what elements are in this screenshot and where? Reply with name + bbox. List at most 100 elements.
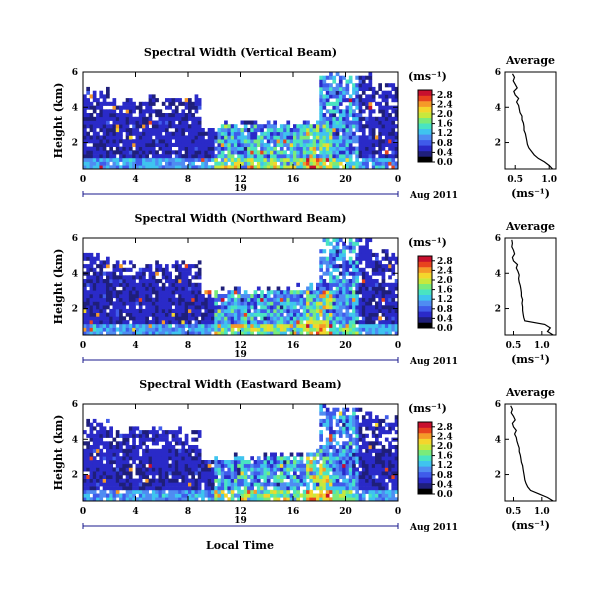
heatmap-cell xyxy=(171,101,176,106)
heatmap-cell xyxy=(138,467,143,472)
heatmap-cell xyxy=(197,98,202,103)
heatmap-cell xyxy=(358,135,363,140)
heatmap-cell xyxy=(165,290,169,295)
heatmap-cell xyxy=(122,150,127,155)
heatmap-cell xyxy=(345,415,350,420)
colorbar-swatch xyxy=(418,150,432,157)
heatmap-cell xyxy=(158,452,163,457)
heatmap-cell xyxy=(253,323,258,328)
heatmap-cell xyxy=(158,478,163,483)
heatmap-cell xyxy=(299,331,304,336)
heatmap-cell xyxy=(270,460,274,465)
heatmap-cell xyxy=(243,316,248,321)
heatmap-cell xyxy=(122,441,127,446)
heatmap-cell xyxy=(319,301,323,306)
heatmap-cell xyxy=(263,154,268,159)
heatmap-cell xyxy=(348,452,353,457)
heatmap-cell xyxy=(312,305,317,310)
heatmap-cell xyxy=(181,471,186,476)
heatmap-cell xyxy=(204,467,209,472)
heatmap-cell xyxy=(388,146,392,151)
heatmap-cell xyxy=(375,486,379,491)
heatmap-cell xyxy=(188,448,192,453)
heatmap-cell xyxy=(378,157,382,162)
heatmap-cell xyxy=(96,308,100,313)
heatmap-cell xyxy=(286,120,291,125)
heatmap-cell xyxy=(171,437,176,442)
heatmap-cell xyxy=(276,456,281,461)
heatmap-cell xyxy=(188,316,192,321)
heatmap-cell xyxy=(240,131,245,136)
heatmap-cell xyxy=(217,316,222,321)
heatmap-cell xyxy=(325,154,330,159)
heatmap-cell xyxy=(125,109,130,114)
heatmap-cell xyxy=(345,460,350,465)
heatmap-cell xyxy=(361,256,366,261)
heatmap-cell xyxy=(375,448,379,453)
heatmap-cell xyxy=(109,294,113,299)
heatmap-cell xyxy=(381,327,386,332)
heatmap-cell xyxy=(345,294,350,299)
heatmap-cell xyxy=(319,312,323,317)
heatmap-cell xyxy=(214,327,218,332)
heatmap-cell xyxy=(115,493,120,498)
heatmap-cell xyxy=(250,120,254,125)
heatmap-cell xyxy=(125,286,130,291)
heatmap-cell xyxy=(184,124,189,129)
heatmap-cell xyxy=(191,282,195,287)
heatmap-cell xyxy=(158,290,163,295)
heatmap-cell xyxy=(368,474,373,479)
heatmap-cell xyxy=(299,150,304,155)
heatmap-cell xyxy=(161,294,166,299)
heatmap-cell xyxy=(171,282,176,287)
heatmap-cell xyxy=(365,448,369,453)
heatmap-cell xyxy=(197,327,202,332)
heatmap-cell xyxy=(112,452,117,457)
heatmap-cell xyxy=(86,86,90,91)
heatmap-cell xyxy=(168,456,172,461)
heatmap-cell xyxy=(352,245,356,250)
heatmap-cell xyxy=(253,154,258,159)
heatmap-cell xyxy=(273,150,277,155)
heatmap-cell xyxy=(89,312,94,317)
heatmap-cell xyxy=(371,267,376,272)
heatmap-cell xyxy=(253,290,258,295)
heatmap-cell xyxy=(355,460,359,465)
heatmap-cell xyxy=(384,486,389,491)
heatmap-cell xyxy=(191,482,195,487)
heatmap-cell xyxy=(358,308,363,313)
heatmap-cell xyxy=(119,305,123,310)
heatmap-cell xyxy=(378,471,382,476)
heatmap-cell xyxy=(316,312,320,317)
heatmap-cell xyxy=(224,154,228,159)
heatmap-cell xyxy=(148,157,153,162)
heatmap-cell xyxy=(358,452,363,457)
heatmap-cell xyxy=(106,320,110,325)
heatmap-cell xyxy=(332,275,337,280)
heatmap-cell xyxy=(122,157,127,162)
heatmap-cell xyxy=(378,282,382,287)
heatmap-cell xyxy=(384,482,389,487)
heatmap-cell xyxy=(391,474,396,479)
heatmap-cell xyxy=(204,150,209,155)
heatmap-cell xyxy=(220,323,225,328)
heatmap-cell xyxy=(378,150,382,155)
heatmap-cell xyxy=(381,331,386,336)
heatmap-cell xyxy=(138,430,143,435)
heatmap-cell xyxy=(319,418,323,423)
heatmap-cell xyxy=(361,109,366,114)
heatmap-cell xyxy=(211,320,215,325)
heatmap-cell xyxy=(348,142,353,147)
heatmap-cell xyxy=(92,142,97,147)
heatmap-cell xyxy=(230,316,235,321)
heatmap-cell xyxy=(388,131,392,136)
heatmap-cell xyxy=(148,142,153,147)
heatmap-cell xyxy=(365,135,369,140)
heatmap-cell xyxy=(119,433,123,438)
heatmap-cell xyxy=(92,154,97,159)
heatmap-cell xyxy=(83,331,87,336)
heatmap-cell xyxy=(168,482,172,487)
heatmap-cell xyxy=(115,290,120,295)
heatmap-cell xyxy=(345,471,350,476)
heatmap-cell xyxy=(286,305,291,310)
